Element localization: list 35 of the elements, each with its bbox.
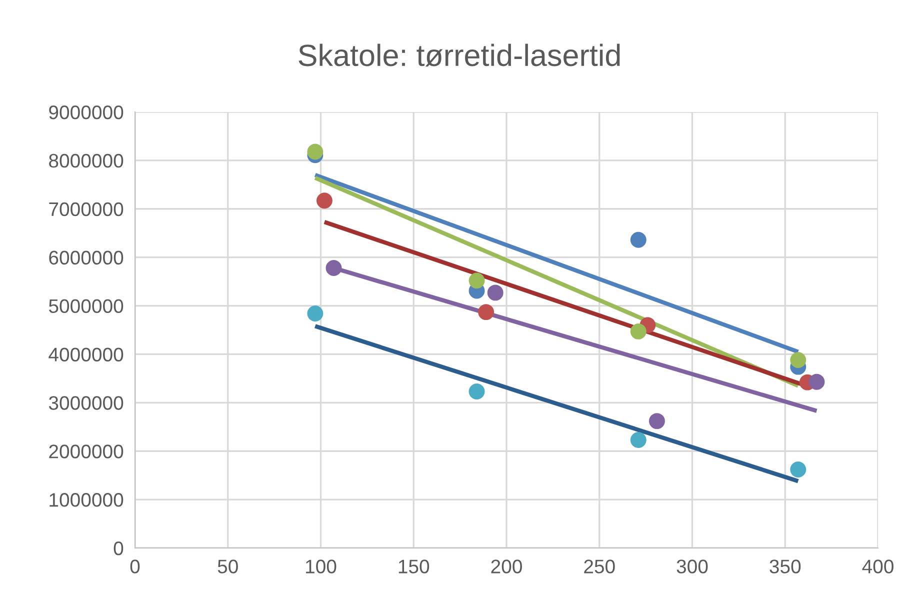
x-tick-label: 350 xyxy=(770,560,801,574)
point xyxy=(790,462,806,478)
point xyxy=(468,272,485,289)
chart-title: Skatole: tørretid-lasertid xyxy=(298,44,620,66)
point xyxy=(326,260,342,276)
x-tick-label: 400 xyxy=(862,560,894,574)
y-tick-label: 4000000 xyxy=(48,348,124,362)
point xyxy=(468,384,485,400)
x-tick-label: 200 xyxy=(491,560,522,574)
y-tick-label: 3000000 xyxy=(48,396,124,410)
point xyxy=(307,306,324,322)
y-tick-label: 0 xyxy=(114,541,124,556)
y-tick-label: 1000000 xyxy=(50,493,124,507)
x-tick-label: 300 xyxy=(676,560,708,574)
point xyxy=(487,284,504,301)
point xyxy=(478,304,494,320)
point xyxy=(316,192,332,209)
x-tick-label: 150 xyxy=(398,560,430,574)
point xyxy=(808,374,825,390)
y-tick-label: 5000000 xyxy=(48,299,124,314)
x-tick-label: 250 xyxy=(584,560,615,574)
x-tick-label: 100 xyxy=(306,560,336,574)
y-tick-label: 8000000 xyxy=(49,154,124,168)
point xyxy=(648,413,665,430)
y-tick-label: 2000000 xyxy=(49,444,124,458)
point xyxy=(307,144,324,160)
y-tick-label: 9000000 xyxy=(49,105,124,120)
y-tick-label: 6000000 xyxy=(49,250,124,265)
point xyxy=(790,352,806,368)
y-tick-label: 7000000 xyxy=(49,202,124,216)
x-tick-label: 0 xyxy=(130,560,140,574)
x-tick-label: 50 xyxy=(218,560,238,574)
point xyxy=(630,432,646,448)
point xyxy=(630,232,646,248)
point xyxy=(630,323,646,340)
